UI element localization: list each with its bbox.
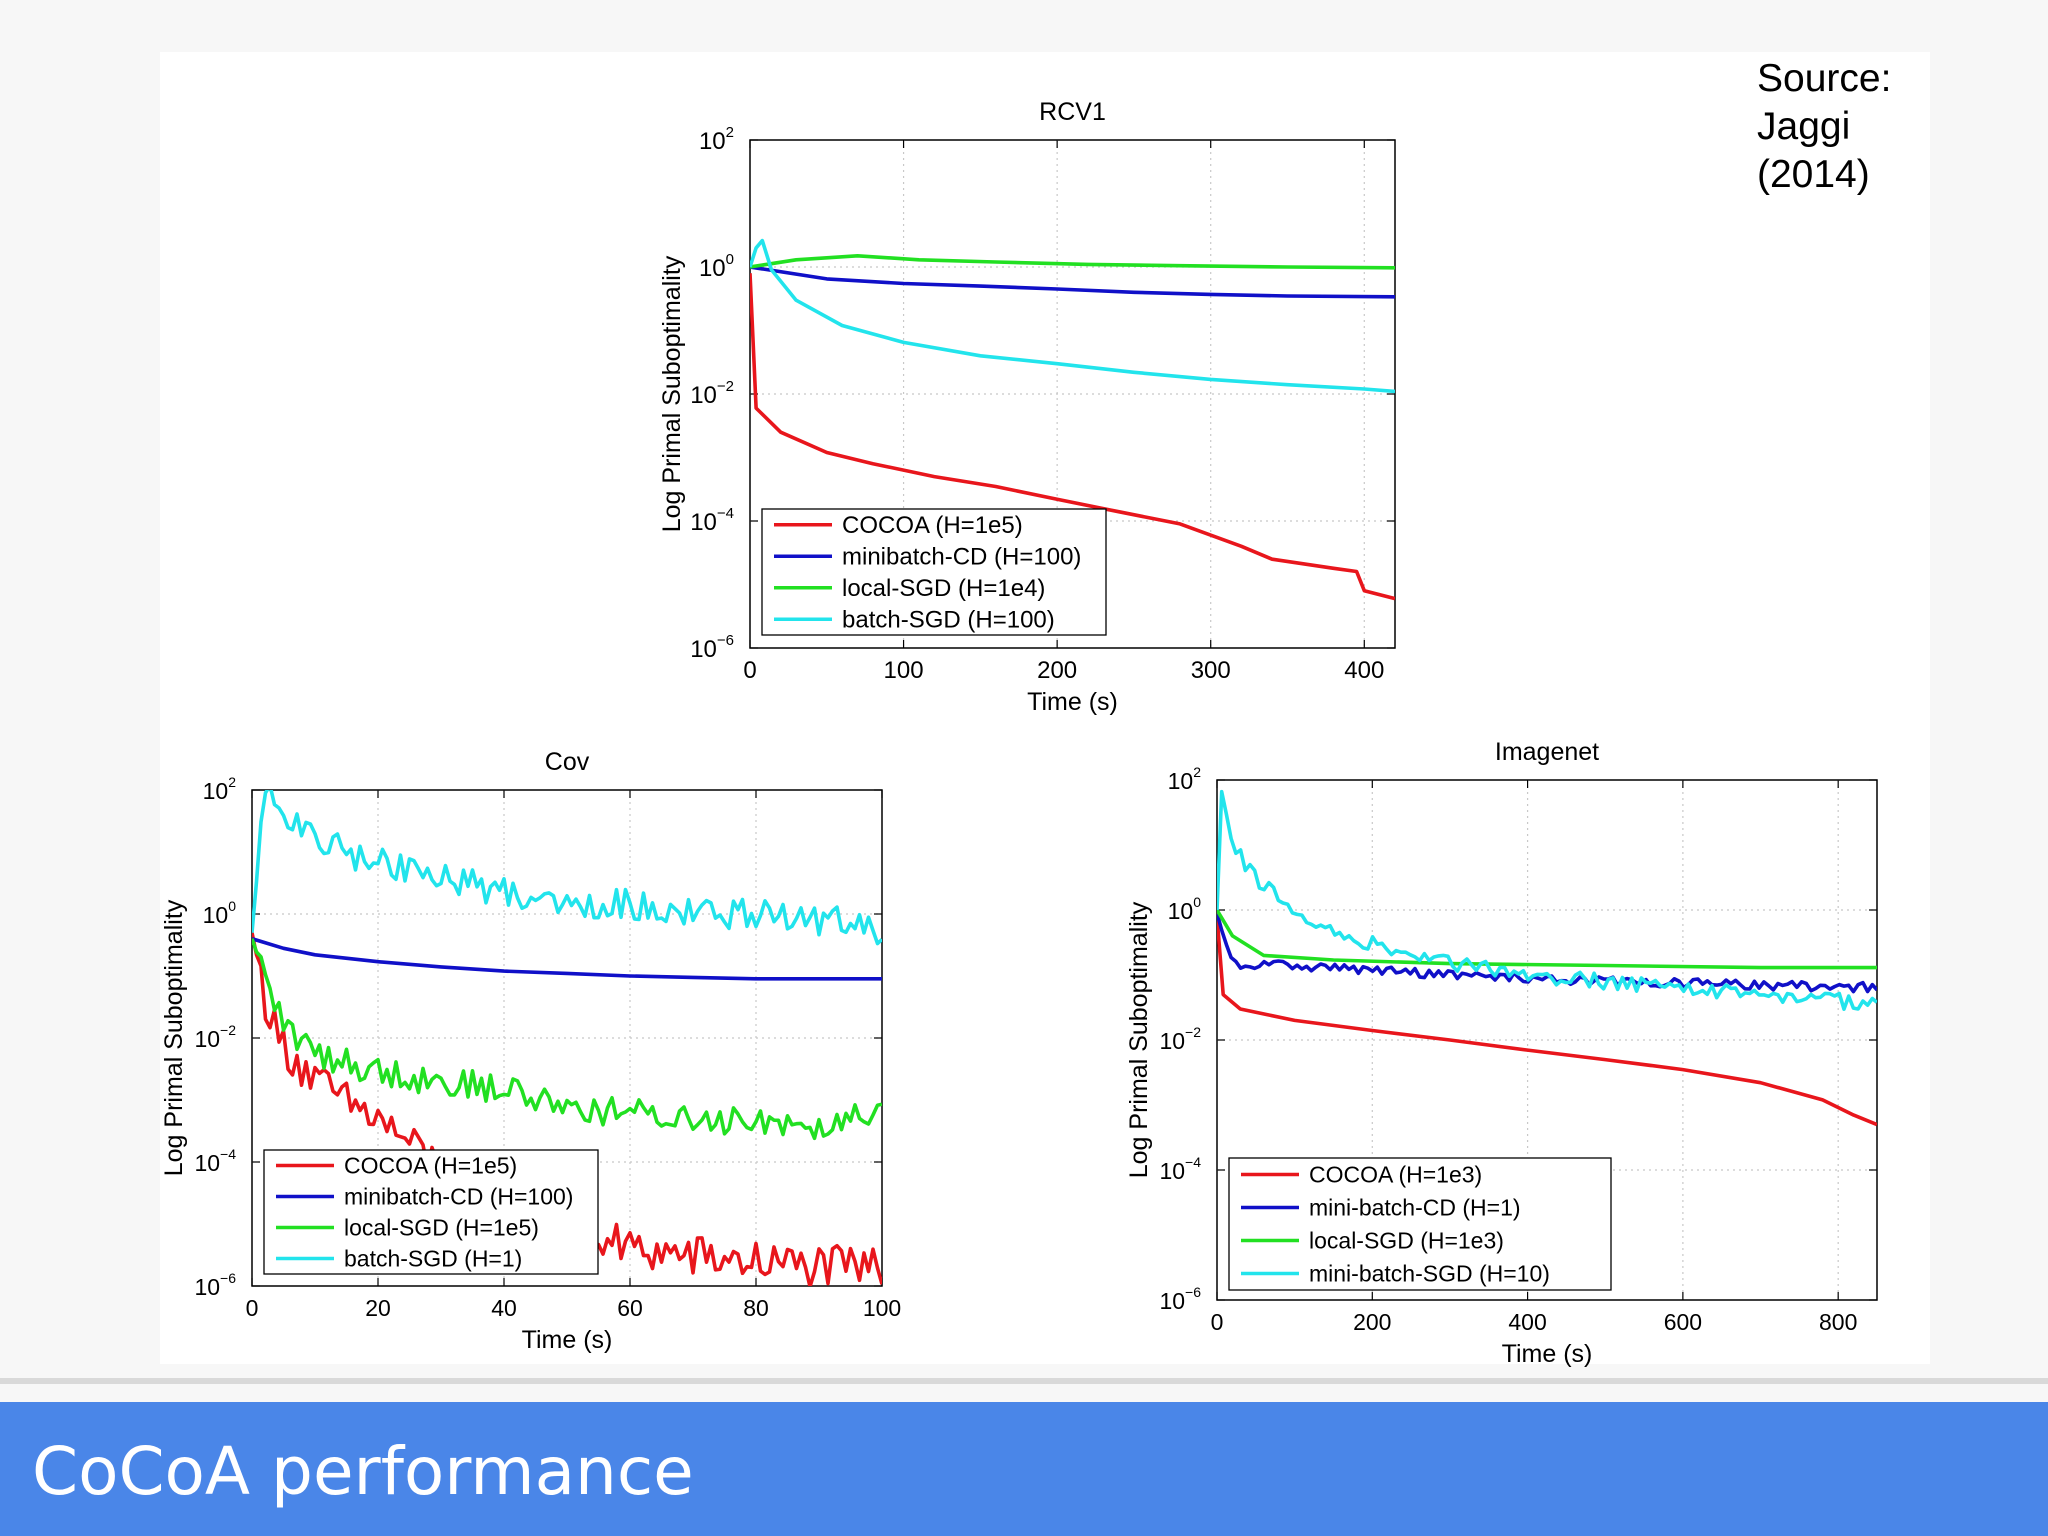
series-line xyxy=(252,938,882,1141)
footer-bar: CoCoA performance xyxy=(0,1402,2048,1536)
y-tick-label: 100 xyxy=(699,251,734,282)
legend-label: minibatch-CD (H=100) xyxy=(842,543,1081,570)
series-line xyxy=(750,273,1395,601)
x-tick-label: 40 xyxy=(491,1295,517,1321)
y-tick-label: 10−4 xyxy=(690,505,734,536)
chart-cov: 0 20 40 60 80 100 102 100 10−2 10−4 10−6 Cov Time (s… xyxy=(160,748,901,1354)
x-tick-label: 0 xyxy=(1211,1309,1224,1335)
legend-box xyxy=(761,508,1107,636)
x-axis-label: Time (s) xyxy=(1502,1340,1593,1368)
y-tick-label: 10−6 xyxy=(194,1270,236,1300)
series-line xyxy=(1217,916,1877,1127)
footer-divider xyxy=(0,1378,2048,1384)
series-line xyxy=(252,936,882,981)
y-tick-label: 10−2 xyxy=(1159,1024,1201,1054)
x-tick-label: 0 xyxy=(743,657,756,684)
y-tick-label: 10−2 xyxy=(690,378,734,409)
x-tick-label: 100 xyxy=(863,1295,901,1321)
series-line xyxy=(1217,912,1877,994)
x-tick-label: 60 xyxy=(617,1295,643,1321)
x-tick-label: 400 xyxy=(1508,1309,1546,1335)
x-tick-label: 300 xyxy=(1191,657,1231,684)
x-tick-label: 400 xyxy=(1344,657,1384,684)
series-line xyxy=(750,265,1395,299)
series-line xyxy=(252,790,882,946)
series-group xyxy=(750,238,1395,601)
series-group xyxy=(252,790,882,1286)
x-tick-label: 0 xyxy=(246,1295,259,1321)
slide-title: CoCoA performance xyxy=(32,1433,694,1510)
x-axis-label: Time (s) xyxy=(1027,688,1118,716)
x-tick-label: 800 xyxy=(1819,1309,1857,1335)
y-axis-label: Log Primal Suboptimality xyxy=(1125,901,1153,1178)
source-line-3: (2014) xyxy=(1757,153,1870,196)
y-axis-label: Log Primal Suboptimality xyxy=(658,255,686,532)
legend-label: mini-batch-SGD (H=10) xyxy=(1309,1261,1550,1287)
legend-label: COCOA (H=1e3) xyxy=(1309,1162,1482,1188)
legend-box xyxy=(1228,1157,1612,1291)
source-line-2: Jaggi xyxy=(1757,105,1851,148)
y-axis-label: Log Primal Suboptimality xyxy=(160,899,188,1176)
x-tick-label: 200 xyxy=(1037,657,1077,684)
legend-label: mini-batch-CD (H=1) xyxy=(1309,1195,1521,1221)
legend-label: batch-SGD (H=1) xyxy=(344,1246,522,1272)
x-axis-label: Time (s) xyxy=(522,1326,613,1354)
legend-label: local-SGD (H=1e3) xyxy=(1309,1228,1504,1254)
chart-title: RCV1 xyxy=(1039,98,1106,126)
series-line xyxy=(1217,789,1877,1011)
x-tick-label: 100 xyxy=(884,657,924,684)
source-line-1: Source: xyxy=(1757,57,1892,100)
legend-label: batch-SGD (H=100) xyxy=(842,606,1055,633)
series-line xyxy=(750,238,1395,394)
chart-title: Imagenet xyxy=(1495,738,1599,766)
legend-label: local-SGD (H=1e5) xyxy=(344,1215,539,1241)
y-tick-label: 100 xyxy=(203,898,237,928)
x-tick-label: 20 xyxy=(365,1295,391,1321)
legend-label: minibatch-CD (H=100) xyxy=(344,1184,573,1210)
x-tick-label: 200 xyxy=(1353,1309,1391,1335)
x-tick-label: 600 xyxy=(1664,1309,1702,1335)
y-tick-label: 102 xyxy=(699,124,734,155)
chart-title: Cov xyxy=(545,748,590,776)
legend-box xyxy=(263,1149,599,1275)
chart-imagenet: 0 200 400 600 800 102 100 10−2 10−4 10−6 Imagenet T… xyxy=(1125,738,1878,1368)
y-tick-label: 10−6 xyxy=(1159,1284,1201,1314)
x-tick-label: 80 xyxy=(743,1295,769,1321)
source-citation: Source: Jaggi (2014) xyxy=(1757,55,1891,199)
y-tick-label: 102 xyxy=(203,774,237,804)
legend-label: COCOA (H=1e5) xyxy=(344,1153,517,1179)
legend-label: COCOA (H=1e5) xyxy=(842,512,1023,539)
y-tick-label: 10−6 xyxy=(690,632,734,663)
series-group xyxy=(1217,789,1877,1127)
y-tick-label: 102 xyxy=(1168,764,1202,794)
series-line xyxy=(1217,909,1877,970)
legend-label: local-SGD (H=1e4) xyxy=(842,575,1045,602)
y-tick-label: 10−4 xyxy=(1159,1154,1201,1184)
y-tick-label: 100 xyxy=(1168,894,1202,924)
y-tick-label: 10−4 xyxy=(194,1146,236,1176)
series-line xyxy=(750,254,1395,270)
y-tick-label: 10−2 xyxy=(194,1022,236,1052)
chart-rcv1: 0 100 200 300 400 102 100 10−2 10−4 10−6 RCV1 Time … xyxy=(658,98,1396,716)
